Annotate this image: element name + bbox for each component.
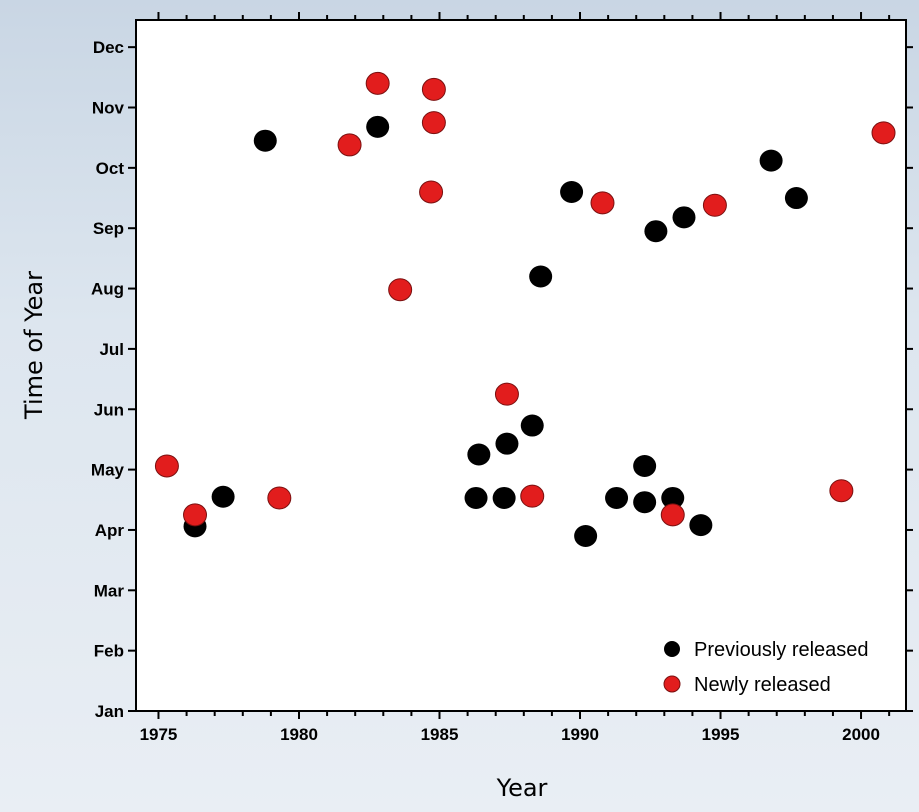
- point-previously-released: [644, 220, 668, 243]
- point-previously-released: [672, 206, 696, 229]
- point-newly-released: [421, 77, 446, 101]
- y-tick-label: Feb: [94, 642, 124, 661]
- point-previously-released: [661, 486, 685, 509]
- point-newly-released: [590, 191, 615, 215]
- x-tick-label: 1980: [280, 725, 318, 744]
- point-previously-released: [759, 149, 783, 172]
- point-newly-released: [337, 133, 362, 157]
- x-tick-label: 1985: [421, 725, 459, 744]
- legend: Previously released Newly released: [663, 639, 869, 696]
- point-previously-released: [689, 514, 713, 537]
- y-tick-label: Jan: [95, 702, 124, 721]
- y-tick-label: Sep: [93, 219, 124, 238]
- y-tick-label: Nov: [92, 99, 125, 118]
- point-previously-released: [574, 524, 598, 547]
- point-previously-released: [253, 129, 277, 152]
- y-tick-label: Oct: [96, 159, 125, 178]
- point-previously-released: [366, 115, 390, 138]
- point-previously-released: [492, 486, 516, 509]
- x-axis-title: Year: [496, 774, 548, 802]
- legend-label-newly-released: Newly released: [694, 674, 831, 696]
- point-newly-released: [183, 503, 208, 527]
- y-tick-label: Jul: [99, 340, 124, 359]
- x-tick-label: 1975: [140, 725, 178, 744]
- plot-area: [135, 19, 907, 712]
- y-tick-label: Aug: [91, 280, 124, 299]
- data-points: [154, 71, 896, 547]
- point-newly-released: [267, 486, 292, 510]
- y-tick-label: Apr: [95, 521, 125, 540]
- point-previously-released: [211, 485, 235, 508]
- legend-label-previously-released: Previously released: [694, 639, 869, 661]
- point-newly-released: [660, 503, 685, 527]
- x-tick-label: 1990: [561, 725, 599, 744]
- y-tick-label: Dec: [93, 38, 124, 57]
- x-tick-label: 2000: [842, 725, 880, 744]
- legend-marker-previously-released: [664, 641, 680, 657]
- point-previously-released: [633, 454, 657, 477]
- point-previously-released: [560, 180, 584, 203]
- point-previously-released: [784, 187, 808, 210]
- y-tick-label: May: [91, 461, 125, 480]
- point-newly-released: [154, 454, 179, 478]
- point-previously-released: [464, 486, 488, 509]
- point-newly-released: [520, 484, 545, 508]
- y-tick-label: Mar: [94, 581, 125, 600]
- x-tick-label: 1995: [702, 725, 740, 744]
- x-axis: 1975 1980 1985 1990 1995 2000: [140, 12, 891, 744]
- y-axis-title: Time of Year: [20, 271, 48, 420]
- point-previously-released: [529, 265, 553, 288]
- point-previously-released: [495, 432, 519, 455]
- point-newly-released: [388, 278, 413, 302]
- point-previously-released: [520, 414, 544, 437]
- point-previously-released: [467, 443, 491, 466]
- point-previously-released: [605, 486, 629, 509]
- point-newly-released: [365, 71, 390, 95]
- point-newly-released: [871, 121, 896, 145]
- y-axis: Jan Feb Mar Apr May Jun Jul Aug Sep Oct Nov Dec: [91, 38, 913, 721]
- legend-marker-newly-released: [663, 675, 681, 693]
- point-newly-released: [419, 180, 444, 204]
- point-newly-released: [421, 111, 446, 135]
- y-tick-label: Jun: [94, 400, 124, 419]
- point-previously-released: [633, 491, 657, 514]
- point-newly-released: [702, 193, 727, 217]
- point-newly-released: [494, 382, 519, 406]
- point-newly-released: [829, 479, 854, 503]
